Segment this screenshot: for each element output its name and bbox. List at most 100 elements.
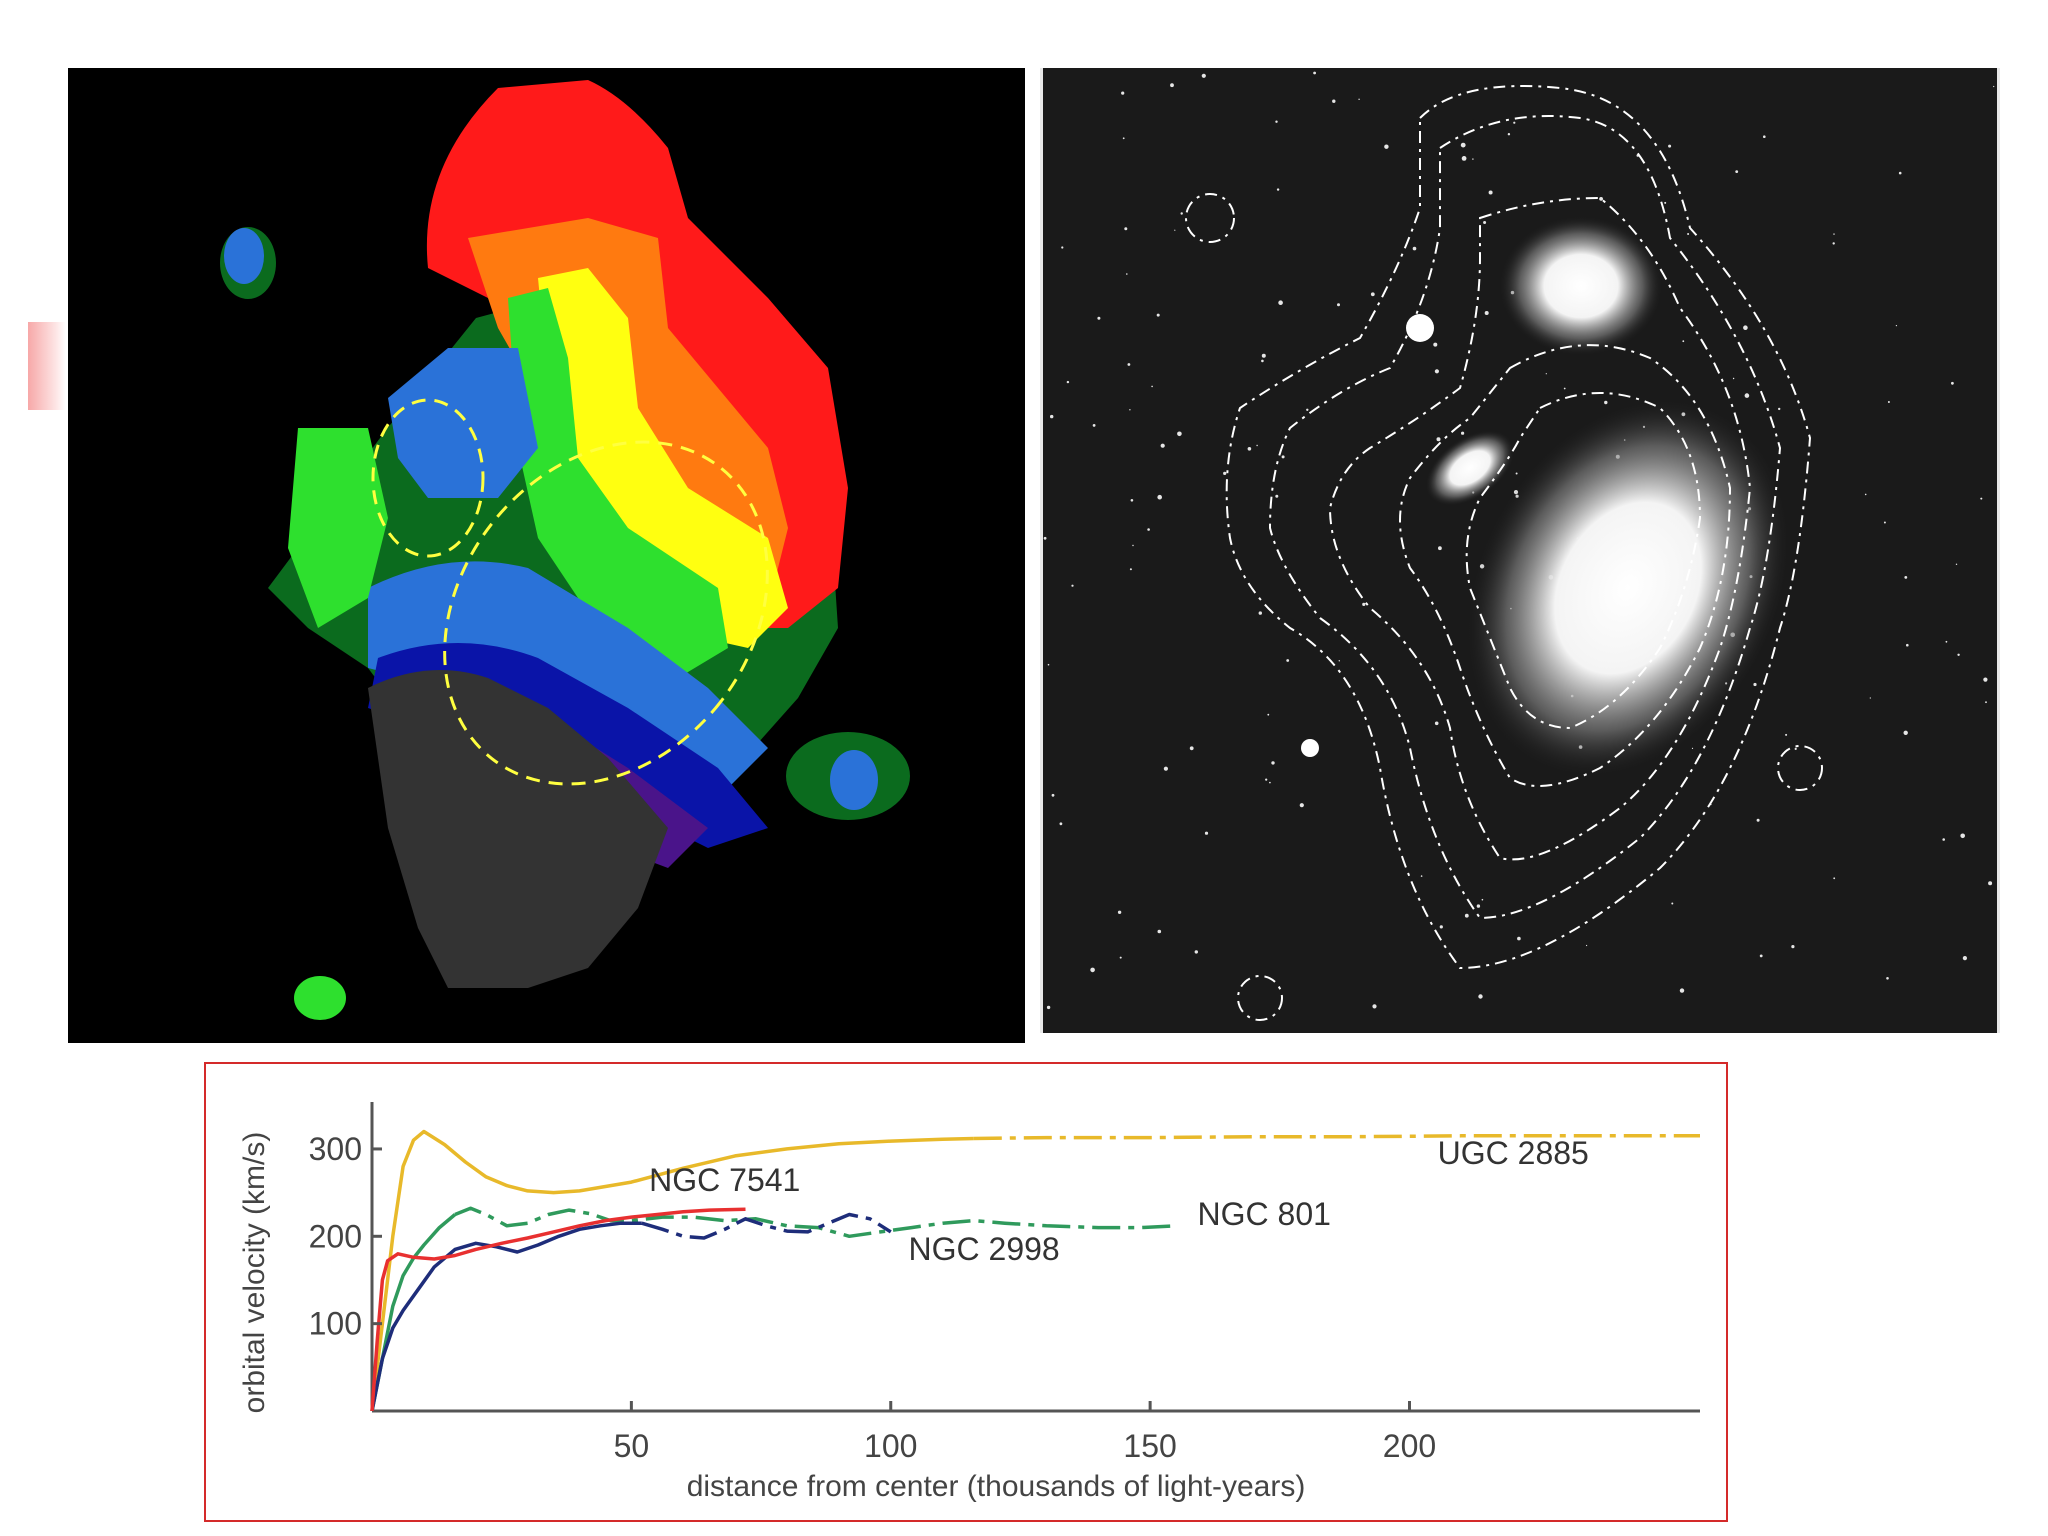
star-dot: [1332, 99, 1336, 103]
star-dot: [1951, 381, 1954, 385]
star-dot: [1384, 144, 1389, 149]
star-dot: [1904, 576, 1908, 579]
star-dot: [1275, 494, 1279, 498]
star-dot: [1286, 659, 1290, 662]
star-dot: [1864, 493, 1867, 496]
velocity-region-lightgreen: [508, 288, 728, 678]
star-dot: [1732, 377, 1735, 380]
star-dot: [1177, 431, 1182, 437]
star-dot: [1129, 568, 1132, 571]
star-dot: [1127, 363, 1131, 366]
star-dot: [1513, 121, 1516, 124]
star-dot: [1883, 521, 1886, 524]
star-dot: [1370, 292, 1375, 297]
star-dot: [1791, 945, 1795, 949]
bright-galaxy: [1499, 216, 1663, 356]
star-dot: [1586, 944, 1588, 947]
x-tick-label: 100: [864, 1428, 917, 1464]
star-dot: [1563, 387, 1566, 390]
star-dot: [1071, 584, 1074, 587]
star-dot: [1338, 660, 1340, 662]
star-dot: [1174, 229, 1176, 231]
star-dot: [1130, 499, 1134, 502]
y-tick-label: 100: [309, 1306, 362, 1342]
star-dot: [1117, 910, 1122, 914]
star-dot: [1460, 142, 1466, 148]
star-dot: [1983, 677, 1988, 682]
star-dot: [1985, 701, 1987, 704]
star-dot: [1886, 977, 1889, 980]
star-dot: [1059, 822, 1063, 826]
star-dot: [1313, 71, 1316, 75]
star-dot: [1668, 144, 1672, 148]
star-dot: [1247, 447, 1252, 451]
series-label: NGC 7541: [649, 1162, 800, 1198]
star-dot: [1306, 408, 1309, 411]
galaxy-photo-graphic: [1043, 71, 1995, 1021]
star-dot: [1517, 936, 1521, 941]
star-dot: [1194, 950, 1198, 954]
star-dot: [1687, 233, 1690, 235]
velocity-map-image: [68, 68, 1025, 1043]
star-dot: [1869, 697, 1871, 699]
star-dot: [1047, 663, 1050, 666]
star-dot: [1488, 190, 1493, 195]
x-axis-title: distance from center (thousands of light…: [687, 1470, 1306, 1503]
star-dot: [1433, 342, 1438, 347]
star-dot: [1833, 233, 1835, 235]
star-dot: [1372, 1004, 1377, 1009]
star-dot: [1066, 380, 1070, 384]
bright-star: [1301, 739, 1319, 757]
series-line-ngc-7541: [370, 1207, 746, 1412]
star-dot: [1945, 640, 1948, 643]
star-dot: [1223, 471, 1227, 475]
star-dot: [1507, 133, 1511, 136]
star-dot: [1483, 221, 1487, 224]
y-tick-label: 200: [309, 1218, 362, 1254]
chart-axes: [370, 1102, 1700, 1413]
star-dot: [1189, 746, 1194, 751]
star-dot: [1962, 956, 1967, 961]
star-dot: [1204, 831, 1209, 835]
star-dot: [1160, 443, 1165, 448]
star-dot: [1124, 227, 1128, 231]
star-dot: [1267, 713, 1270, 716]
star-dot: [1993, 85, 1995, 88]
star-dot: [1126, 273, 1128, 275]
star-dot: [1464, 913, 1469, 918]
star-dot: [1151, 385, 1153, 388]
photo-frame-line: [1040, 68, 1043, 1033]
star-dot: [1256, 444, 1258, 447]
star-dot: [1258, 611, 1262, 615]
velocity-blob: [224, 228, 264, 284]
radio-contours: [1185, 85, 1823, 1021]
star-dot: [1050, 414, 1054, 419]
x-tick-label: 150: [1123, 1428, 1176, 1464]
star-dot: [1434, 369, 1439, 374]
star-dot: [1275, 120, 1278, 123]
star-dot: [1163, 766, 1168, 771]
star-dot: [1988, 881, 1993, 886]
star-dot: [1898, 171, 1902, 175]
star-dot: [1412, 246, 1417, 251]
x-tick-label: 200: [1383, 1428, 1436, 1464]
star-dot: [1090, 967, 1095, 973]
velocity-blob: [830, 750, 878, 810]
star-dot: [1955, 563, 1958, 565]
y-axis-title: orbital velocity (km/s): [238, 1132, 271, 1414]
star-dot: [1092, 424, 1096, 427]
star-dot: [1980, 497, 1983, 500]
star-dot: [1043, 536, 1047, 540]
star-dot: [1887, 401, 1890, 403]
series-line-dashed-ugc-2885: [973, 1134, 1700, 1141]
star-dot: [1337, 303, 1340, 307]
velocity-blob: [294, 976, 346, 1020]
star-dot: [1265, 778, 1268, 781]
star-dot: [1545, 373, 1547, 375]
chart-labels: UGC 2885 NGC 7541 NGC 801 NGC 2998: [649, 1135, 1589, 1267]
star-dot: [1515, 472, 1518, 475]
star-dot: [1763, 135, 1766, 138]
photo-frame-line: [1997, 68, 2000, 1033]
star-dot: [1461, 431, 1465, 435]
star-dot: [1129, 409, 1131, 411]
